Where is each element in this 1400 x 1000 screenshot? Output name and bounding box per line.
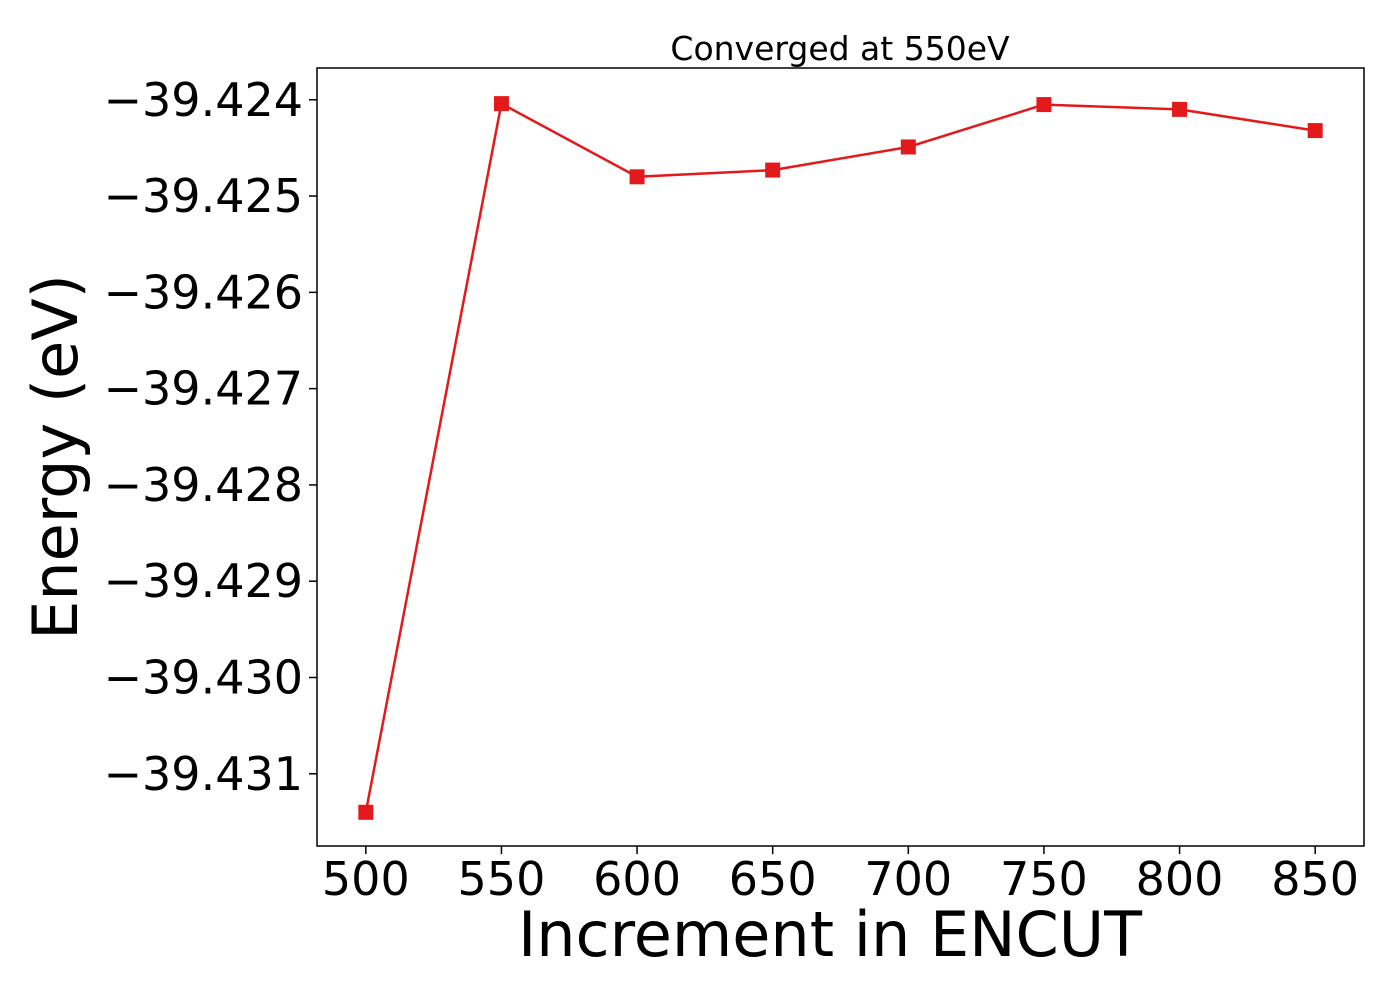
- x-tick-label: 700: [864, 852, 952, 906]
- x-tick-label: 500: [322, 852, 410, 906]
- chart-title: Converged at 550eV: [670, 29, 1010, 68]
- data-point-marker: [493, 96, 509, 112]
- y-tick-label: −39.430: [104, 650, 304, 704]
- y-tick-label: −39.428: [104, 458, 304, 512]
- y-axis-ticks: −39.424 −39.425 −39.426 −39.427 −39.428 −39.4…: [104, 73, 317, 801]
- y-tick-label: −39.431: [104, 747, 304, 801]
- x-axis-label: Increment in ENCUT: [518, 898, 1143, 971]
- data-point-marker: [765, 162, 781, 178]
- x-tick-label: 850: [1271, 852, 1359, 906]
- y-tick-label: −39.429: [104, 554, 304, 608]
- data-point-marker: [358, 804, 374, 820]
- y-axis-label: Energy (eV): [19, 274, 92, 640]
- x-tick-label: 750: [1000, 852, 1088, 906]
- x-tick-label: 800: [1136, 852, 1224, 906]
- data-point-marker: [900, 139, 916, 155]
- plot-area-frame: [316, 67, 1365, 847]
- data-point-marker: [1036, 97, 1052, 113]
- x-axis-ticks: 500 550 600 650 700 750 800 850: [322, 846, 1359, 906]
- series-layer: [358, 96, 1323, 820]
- series-line: [364, 102, 1316, 813]
- x-tick-label: 600: [593, 852, 681, 906]
- y-tick-label: −39.425: [104, 169, 304, 223]
- data-point-marker: [1307, 123, 1323, 139]
- x-tick-label: 550: [458, 852, 546, 906]
- x-tick-label: 650: [729, 852, 817, 906]
- data-point-marker: [629, 169, 645, 185]
- y-tick-label: −39.426: [104, 265, 304, 319]
- data-point-marker: [1172, 101, 1188, 117]
- y-tick-label: −39.424: [104, 73, 304, 127]
- y-tick-label: −39.427: [104, 362, 304, 416]
